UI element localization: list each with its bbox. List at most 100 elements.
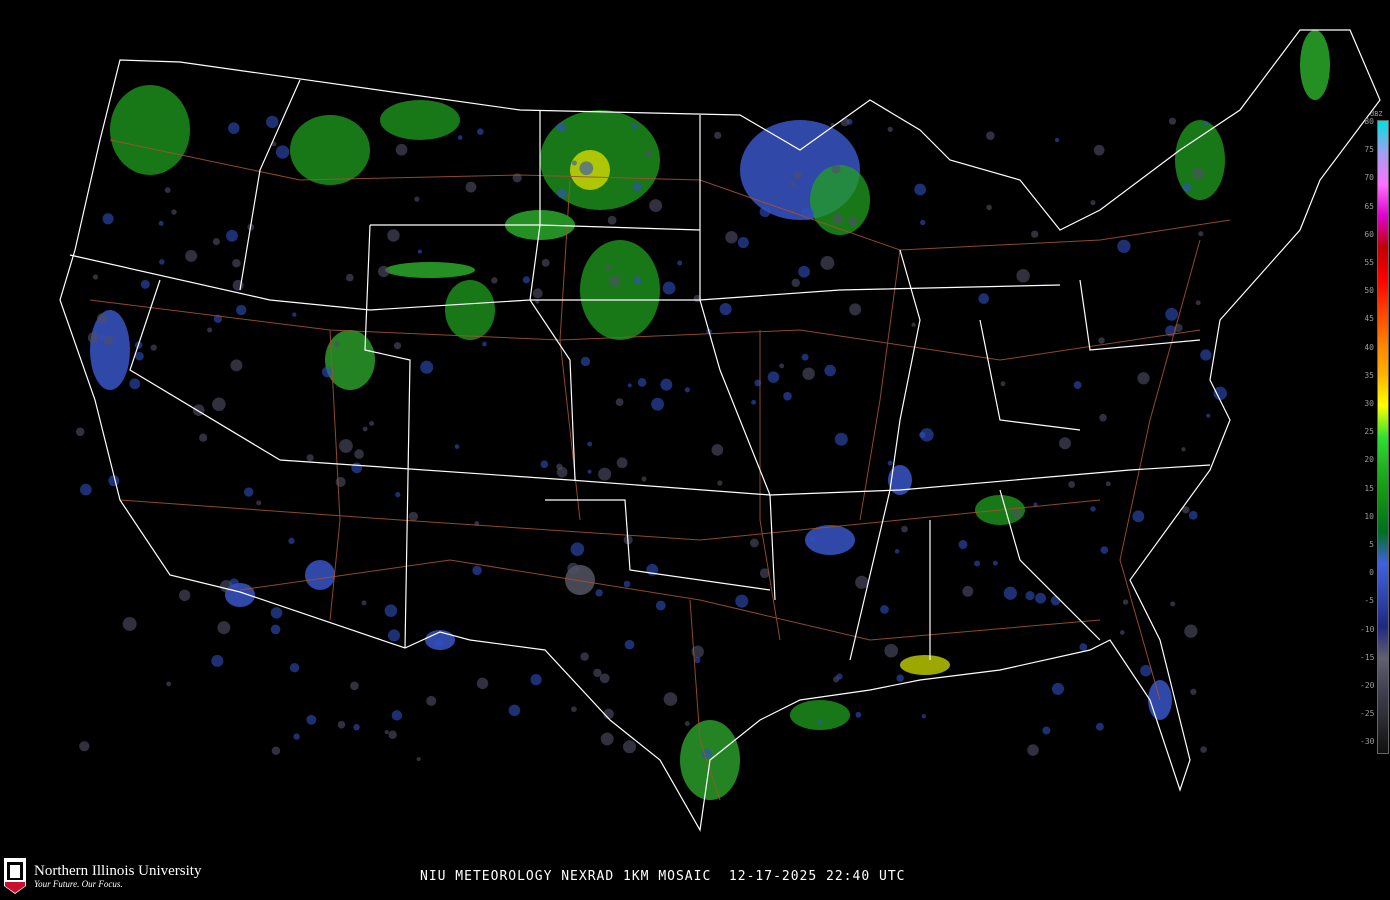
radar-speckle — [387, 229, 400, 242]
radar-speckle — [616, 457, 628, 469]
radar-speckle — [457, 135, 463, 140]
radar-speckle — [725, 231, 738, 244]
radar-speckle — [541, 258, 550, 267]
radar-speckle — [986, 204, 992, 211]
radar-speckle — [651, 397, 664, 411]
radar-speckle — [1033, 502, 1038, 507]
radar-speckle — [820, 256, 835, 270]
radar-speckle — [1054, 137, 1060, 143]
radar-speckle — [454, 444, 460, 450]
radar-speckle — [737, 236, 749, 249]
radar-speckle — [663, 692, 678, 706]
radar-speckle — [271, 746, 281, 756]
radar-speckle — [140, 279, 150, 289]
radar-speckle — [655, 600, 666, 611]
radar-speckle — [1051, 682, 1065, 695]
radar-speckle — [824, 364, 836, 377]
radar-speckle — [122, 616, 137, 631]
radar-speckle — [911, 322, 916, 327]
radar-speckle — [684, 721, 690, 727]
radar-speckle — [607, 215, 617, 225]
radar-speckle — [353, 723, 360, 731]
radar-speckle — [622, 740, 637, 754]
radar-speckle — [623, 580, 631, 588]
radar-echo — [900, 655, 950, 675]
legend-label: 45 — [1364, 314, 1374, 324]
radar-speckle — [75, 427, 85, 437]
radar-speckle — [384, 730, 389, 735]
radar-echoes — [75, 30, 1330, 800]
radar-speckle — [508, 704, 521, 717]
radar-speckle — [624, 639, 635, 650]
radar-speckle — [354, 449, 364, 459]
legend-label: 60 — [1364, 229, 1374, 239]
radar-speckle — [847, 216, 858, 226]
radar-speckle — [608, 274, 621, 287]
radar-speckle — [1093, 144, 1105, 156]
radar-speckle — [476, 677, 489, 690]
radar-speckle — [557, 188, 567, 199]
radar-speckle — [416, 757, 421, 762]
radar-speckle — [384, 604, 398, 617]
radar-speckle — [535, 299, 540, 304]
radar-echo — [110, 85, 190, 175]
radar-speckle — [802, 367, 815, 380]
radar-speckle — [1200, 746, 1207, 753]
radar-speckle — [199, 433, 208, 442]
radar-speckle — [244, 487, 254, 497]
radar-speckle — [840, 117, 850, 127]
radar-speckle — [212, 238, 220, 246]
radar-speckle — [880, 605, 889, 614]
radar-speckle — [580, 652, 589, 661]
radar-speckle — [1117, 239, 1131, 253]
radar-speckle — [1042, 726, 1051, 735]
radar-speckle — [660, 378, 673, 391]
legend-label: 80 — [1364, 117, 1374, 126]
radar-speckle — [387, 629, 401, 642]
radar-speckle — [800, 207, 815, 221]
radar-speckle — [1181, 447, 1186, 452]
legend-label: -15 — [1360, 652, 1375, 662]
radar-speckle — [414, 196, 420, 202]
radar-speckle — [338, 439, 353, 453]
radar-speckle — [580, 356, 591, 367]
radar-speckle — [649, 199, 663, 213]
radar-speckle — [388, 730, 397, 739]
legend-label: 70 — [1364, 173, 1374, 183]
radar-speckle — [790, 181, 795, 187]
radar-speckle — [1100, 546, 1109, 554]
radar-speckle — [633, 276, 642, 285]
radar-speckle — [974, 560, 981, 567]
radar-speckle — [335, 476, 346, 488]
radar-speckle — [1213, 386, 1228, 401]
radar-speckle — [426, 695, 437, 706]
radar-speckle — [369, 420, 375, 426]
university-tagline: Your Future. Our Focus. — [34, 879, 123, 889]
radar-speckle — [275, 145, 290, 159]
radar-speckle — [333, 341, 340, 348]
radar-speckle — [87, 332, 99, 344]
radar-speckle — [884, 643, 899, 658]
radar-speckle — [102, 213, 114, 225]
legend-label: -20 — [1360, 681, 1375, 690]
radar-speckle — [831, 164, 841, 174]
radar-speckle — [230, 359, 243, 372]
radar-speckle — [522, 276, 530, 284]
radar-speckle — [80, 483, 92, 496]
radar-speckle — [1122, 599, 1129, 605]
radar-speckle — [226, 229, 238, 242]
radar-speckle — [759, 568, 770, 579]
radar-speckle — [920, 219, 926, 226]
radar-speckle — [1200, 349, 1212, 361]
radar-speckle — [1027, 744, 1039, 756]
radar-speckle — [1203, 120, 1209, 126]
state-borders — [59, 29, 1381, 832]
radar-speckle — [171, 209, 177, 215]
radar-speckle — [97, 313, 108, 324]
radar-speckle — [571, 160, 577, 166]
radar-speckle — [801, 353, 809, 361]
radar-speckle — [482, 341, 487, 347]
radar-echo — [290, 115, 370, 185]
radar-speckle — [677, 260, 683, 266]
radar-speckle — [135, 351, 144, 361]
